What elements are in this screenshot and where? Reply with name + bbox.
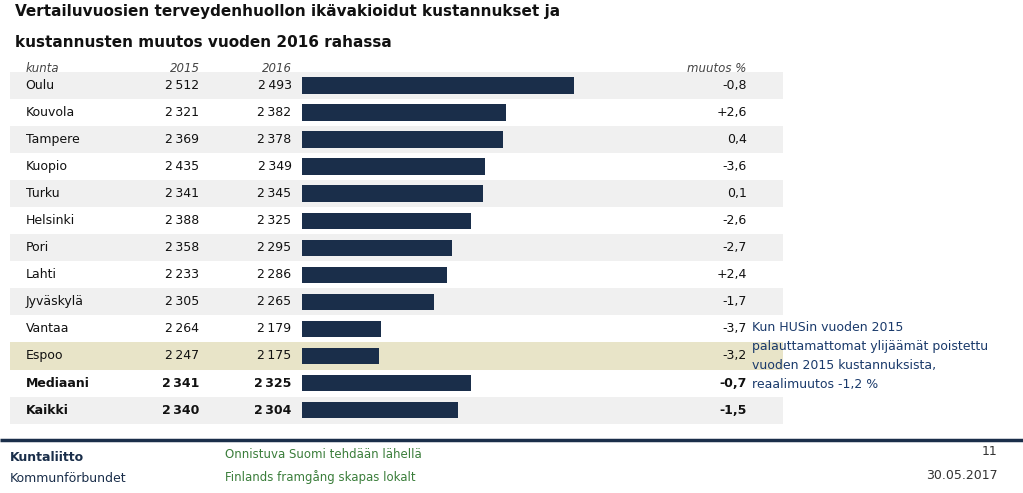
FancyBboxPatch shape [302,348,379,364]
Text: 2 512: 2 512 [166,79,199,92]
FancyBboxPatch shape [302,320,381,337]
Text: -2,6: -2,6 [722,214,747,227]
Text: -3,6: -3,6 [722,160,747,174]
Text: 2 247: 2 247 [166,350,199,362]
Text: kunta: kunta [26,62,59,75]
Text: Finlands framgång skapas lokalt: Finlands framgång skapas lokalt [225,470,415,484]
Text: 0,4: 0,4 [727,133,747,146]
Text: 2 179: 2 179 [258,322,292,335]
Text: +2,4: +2,4 [716,268,747,282]
FancyBboxPatch shape [10,234,783,261]
Text: 2 382: 2 382 [258,106,292,119]
Text: 2 341: 2 341 [166,187,199,200]
Text: Helsinki: Helsinki [26,214,75,227]
Text: Tampere: Tampere [26,133,80,146]
FancyBboxPatch shape [10,316,783,343]
Text: 2 369: 2 369 [166,133,199,146]
FancyBboxPatch shape [302,267,447,283]
FancyBboxPatch shape [302,212,471,229]
Text: Oulu: Oulu [26,79,54,92]
FancyBboxPatch shape [10,72,783,99]
FancyBboxPatch shape [302,105,505,121]
Text: -2,7: -2,7 [722,242,747,254]
Text: Mediaani: Mediaani [26,377,89,389]
Text: 2 305: 2 305 [166,295,199,309]
FancyBboxPatch shape [10,370,783,396]
FancyBboxPatch shape [10,343,783,370]
FancyBboxPatch shape [10,396,783,423]
Text: Kun HUSin vuoden 2015
palauttamattomat ylijäämät poistettu
vuoden 2015 kustannuk: Kun HUSin vuoden 2015 palauttamattomat y… [752,321,988,391]
FancyBboxPatch shape [302,402,457,419]
Text: -1,7: -1,7 [722,295,747,309]
Text: Turku: Turku [26,187,59,200]
FancyBboxPatch shape [10,261,783,288]
Text: 2 349: 2 349 [258,160,292,174]
Text: Kaikki: Kaikki [26,404,69,417]
Text: 2 358: 2 358 [166,242,199,254]
FancyBboxPatch shape [10,208,783,234]
FancyBboxPatch shape [302,158,485,175]
Text: 2 325: 2 325 [258,214,292,227]
Text: +2,6: +2,6 [716,106,747,119]
Text: -1,5: -1,5 [719,404,747,417]
Text: Onnistuva Suomi tehdään lähellä: Onnistuva Suomi tehdään lähellä [225,448,421,461]
Text: 2 345: 2 345 [258,187,292,200]
FancyBboxPatch shape [10,288,783,316]
Text: 2 321: 2 321 [166,106,199,119]
FancyBboxPatch shape [10,153,783,180]
Text: 2 341: 2 341 [162,377,199,389]
Text: 2 175: 2 175 [258,350,292,362]
FancyBboxPatch shape [302,77,574,94]
Text: Kuopio: Kuopio [26,160,68,174]
Text: kustannusten muutos vuoden 2016 rahassa: kustannusten muutos vuoden 2016 rahassa [15,35,392,50]
FancyBboxPatch shape [302,293,434,310]
Text: 2 388: 2 388 [166,214,199,227]
Text: 2 493: 2 493 [258,79,292,92]
Text: 2 286: 2 286 [258,268,292,282]
Text: 2016: 2016 [262,62,292,75]
Text: Pori: Pori [26,242,49,254]
FancyBboxPatch shape [302,375,471,391]
Text: 2 264: 2 264 [166,322,199,335]
Text: -0,7: -0,7 [719,377,747,389]
Text: Jyväskylä: Jyväskylä [26,295,84,309]
FancyBboxPatch shape [10,99,783,126]
Text: Kuntaliitto: Kuntaliitto [10,451,84,464]
Text: 2 435: 2 435 [166,160,199,174]
Text: 2 233: 2 233 [166,268,199,282]
Text: 11: 11 [982,445,997,458]
FancyBboxPatch shape [302,240,452,256]
Text: 2 325: 2 325 [254,377,292,389]
FancyBboxPatch shape [302,185,483,202]
Text: Kommunförbundet: Kommunförbundet [10,472,127,486]
FancyBboxPatch shape [302,132,503,148]
Text: 0,1: 0,1 [727,187,747,200]
Text: 2 295: 2 295 [258,242,292,254]
Text: 2 265: 2 265 [258,295,292,309]
Text: muutos %: muutos % [687,62,747,75]
Text: -3,7: -3,7 [722,322,747,335]
Text: 30.05.2017: 30.05.2017 [926,468,997,482]
Text: 2 340: 2 340 [162,404,199,417]
Text: Vertailuvuosien terveydenhuollon ikävakioidut kustannukset ja: Vertailuvuosien terveydenhuollon ikävaki… [15,4,561,19]
Text: 2015: 2015 [170,62,199,75]
FancyBboxPatch shape [10,126,783,153]
Text: 2 304: 2 304 [254,404,292,417]
Text: 2 378: 2 378 [258,133,292,146]
Text: Lahti: Lahti [26,268,56,282]
FancyBboxPatch shape [10,180,783,208]
Text: -3,2: -3,2 [722,350,747,362]
Text: -0,8: -0,8 [722,79,747,92]
Text: Vantaa: Vantaa [26,322,70,335]
Text: Kouvola: Kouvola [26,106,75,119]
Text: Espoo: Espoo [26,350,63,362]
